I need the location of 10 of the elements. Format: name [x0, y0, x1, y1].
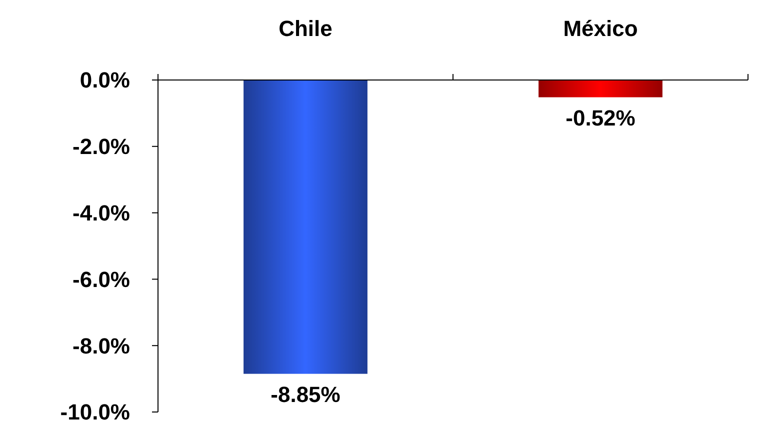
- y-tick-label: -4.0%: [72, 200, 130, 226]
- y-tick-label: 0.0%: [80, 68, 130, 93]
- data-label: -8.85%: [270, 382, 340, 407]
- y-tick-label: -2.0%: [72, 134, 130, 160]
- y-tick-label: -6.0%: [72, 266, 130, 292]
- data-label: -0.52%: [566, 105, 636, 130]
- x-tick-label: México: [563, 16, 638, 41]
- y-tick-label: -10.0%: [60, 400, 130, 425]
- x-tick-label: Chile: [278, 16, 332, 41]
- y-tick-label: -8.0%: [72, 333, 130, 358]
